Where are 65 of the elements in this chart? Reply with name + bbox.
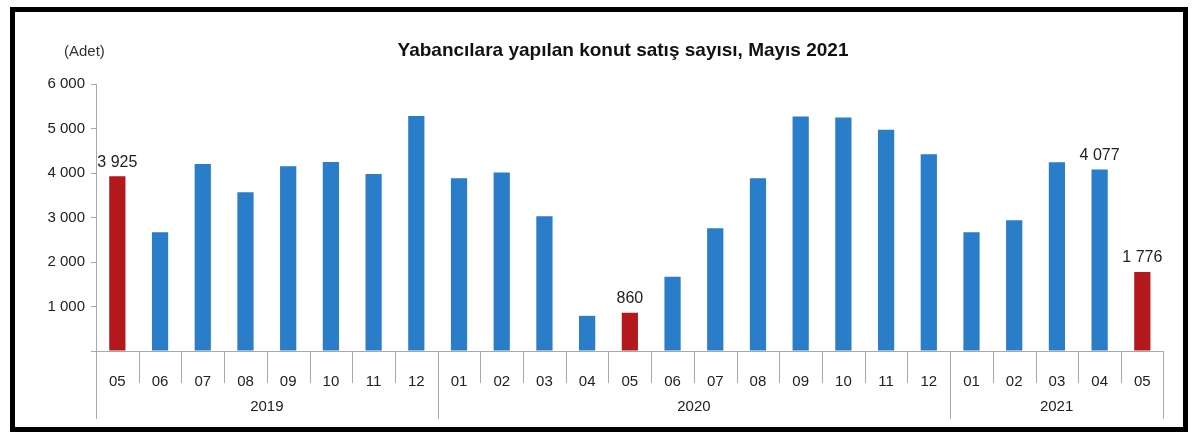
x-tick-label: 11: [365, 372, 382, 390]
y-tick-label: 5 000: [47, 118, 85, 136]
bar: [194, 164, 211, 351]
text: 2020: [677, 397, 711, 415]
bar: [877, 129, 895, 351]
bar: [749, 178, 767, 351]
bar: [707, 228, 724, 351]
data-label: 860: [616, 289, 644, 307]
x-tick-label: 10: [835, 372, 852, 390]
x-tick-label: 05: [621, 372, 639, 390]
bar: [493, 172, 510, 351]
x-tick-label: 03: [1048, 372, 1066, 390]
bar: [621, 312, 638, 351]
x-tick-label: 09: [279, 372, 297, 390]
bar: [579, 315, 596, 351]
text: 2019: [250, 397, 284, 415]
bar: [920, 154, 937, 351]
y-tick-label: 3 000: [47, 207, 85, 225]
x-tick-label: 07: [706, 372, 724, 390]
bar: [963, 232, 980, 351]
x-tick-label: 06: [151, 372, 169, 390]
x-tick-label: 02: [1005, 372, 1023, 390]
x-tick-label: 01: [963, 372, 980, 390]
x-tick-label: 06: [664, 372, 681, 390]
bar: [365, 173, 382, 351]
y-tick-label: 4 000: [47, 163, 85, 181]
x-tick-label: 05: [1133, 372, 1151, 390]
y-tick-label: 1 000: [47, 296, 85, 314]
bar: [835, 117, 852, 351]
x-tick-label: 09: [792, 372, 810, 390]
y-tick-label: 2 000: [47, 252, 85, 270]
bar: [322, 161, 340, 351]
text: 2021: [1039, 397, 1074, 415]
bar: [536, 216, 553, 351]
x-tick-label: 12: [920, 372, 938, 390]
bar: [1048, 162, 1066, 351]
x-tick-label: 12: [407, 372, 425, 390]
bar: [151, 232, 169, 351]
data-label: 1 776: [1122, 248, 1163, 266]
x-tick-label: 04: [578, 372, 596, 390]
bar: [450, 178, 468, 351]
x-tick-label: 02: [493, 372, 511, 390]
x-tick-label: 07: [194, 372, 212, 390]
y-tick-label: 6 000: [47, 74, 85, 92]
x-tick-label: 10: [322, 372, 340, 390]
bar: [237, 192, 254, 351]
x-tick-label: 03: [536, 372, 553, 390]
data-label: 4 077: [1079, 145, 1120, 163]
bar: [792, 116, 809, 351]
x-tick-label: 01: [450, 372, 468, 390]
bar: [408, 116, 425, 351]
bar: [1091, 169, 1108, 351]
x-tick-label: 05: [109, 372, 126, 390]
y-axis-title: (Adet): [64, 42, 105, 59]
x-tick-label: 04: [1091, 372, 1108, 390]
x-tick-label: 08: [237, 372, 254, 390]
data-label: 3 925: [97, 152, 138, 170]
bar: [664, 276, 681, 351]
x-tick-label: 11: [878, 372, 894, 390]
x-tick-label: 08: [749, 372, 767, 390]
chart-title: Yabancılara yapılan konut satış sayısı, Mayıs 2021: [397, 39, 849, 60]
bar: [280, 166, 297, 351]
bar: [109, 176, 126, 351]
bar: [1134, 271, 1151, 351]
bar: [1006, 220, 1023, 351]
